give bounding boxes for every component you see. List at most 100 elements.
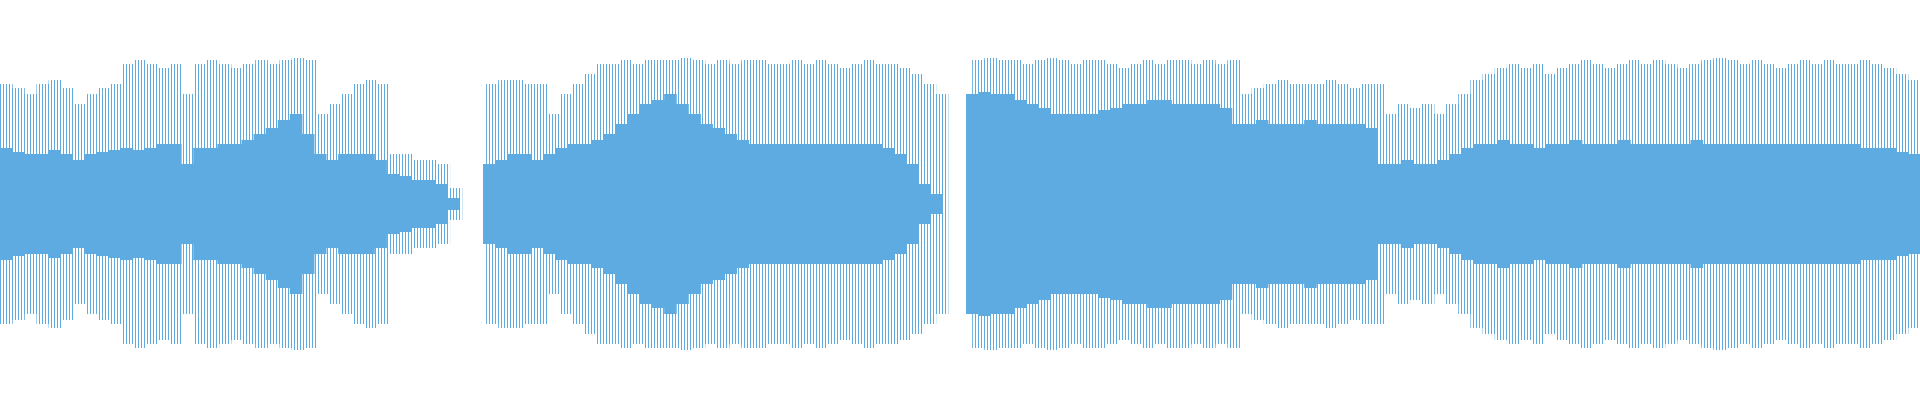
body-envelope (833, 144, 846, 264)
body-envelope (966, 94, 979, 314)
body-envelope (1449, 154, 1462, 254)
body-envelope (652, 100, 665, 308)
body-envelope (640, 104, 653, 304)
body-envelope (1147, 100, 1160, 308)
body-envelope (603, 134, 617, 274)
body-envelope (1412, 164, 1426, 244)
body-envelope (1569, 140, 1583, 268)
body-envelope (96, 152, 110, 256)
body-envelope (132, 150, 146, 258)
body-envelope (1811, 144, 1824, 264)
body-envelope (881, 148, 895, 260)
body-envelope (591, 140, 605, 268)
body-envelope (1135, 104, 1148, 304)
body-envelope (1304, 120, 1317, 288)
body-envelope (1123, 104, 1136, 304)
body-envelope (1642, 144, 1655, 264)
body-envelope (24, 154, 37, 254)
body-envelope (1509, 144, 1523, 264)
body-envelope (12, 152, 25, 256)
body-envelope (1159, 100, 1172, 308)
body-envelope (410, 180, 424, 228)
body-envelope (821, 144, 834, 264)
body-envelope (1497, 140, 1510, 268)
body-envelope (1666, 144, 1679, 264)
body-envelope (313, 154, 327, 254)
body-envelope (519, 154, 532, 254)
body-envelope (1098, 110, 1112, 298)
body-envelope (784, 144, 798, 264)
body-envelope (1702, 144, 1716, 264)
body-envelope (1618, 140, 1631, 268)
body-envelope (350, 154, 363, 254)
body-envelope (845, 144, 858, 264)
body-envelope (664, 94, 677, 314)
body-envelope (1086, 114, 1100, 294)
body-envelope (84, 154, 98, 254)
body-envelope (483, 164, 496, 244)
body-envelope (169, 144, 182, 264)
body-envelope (253, 134, 267, 274)
body-envelope (1424, 164, 1438, 244)
body-envelope (700, 124, 713, 284)
body-envelope (1473, 144, 1486, 264)
body-envelope (1750, 144, 1764, 264)
body-envelope (760, 144, 774, 264)
body-envelope (374, 160, 387, 248)
body-envelope (1436, 160, 1450, 248)
body-envelope (1183, 104, 1196, 304)
body-envelope (1847, 144, 1861, 264)
body-envelope (398, 176, 412, 232)
body-envelope (108, 150, 122, 258)
body-envelope (1002, 94, 1015, 314)
body-envelope (1267, 124, 1281, 284)
body-envelope (434, 184, 448, 224)
body-envelope (893, 154, 907, 254)
body-envelope (507, 154, 520, 254)
body-envelope (1062, 114, 1076, 294)
body-envelope (1654, 144, 1667, 264)
body-envelope (543, 154, 556, 254)
body-envelope (1364, 128, 1378, 280)
body-envelope (265, 128, 279, 280)
body-envelope (1292, 124, 1305, 284)
body-envelope (1690, 140, 1704, 268)
body-envelope (48, 150, 61, 258)
body-envelope (60, 154, 73, 254)
body-envelope (120, 148, 134, 260)
body-envelope (362, 154, 375, 254)
body-envelope (615, 124, 629, 284)
body-envelope (1521, 144, 1535, 264)
body-envelope (1883, 148, 1897, 260)
body-envelope (857, 144, 870, 264)
body-envelope (712, 128, 726, 280)
body-envelope (1630, 144, 1643, 264)
body-envelope (1545, 144, 1559, 264)
body-envelope (144, 148, 158, 260)
body-envelope (386, 174, 399, 234)
body-envelope (917, 184, 931, 224)
body-envelope (579, 144, 593, 264)
body-envelope (1255, 120, 1269, 288)
body-envelope (1014, 100, 1027, 308)
body-envelope (1110, 108, 1124, 300)
body-envelope (181, 164, 194, 244)
body-envelope (1400, 160, 1414, 248)
body-envelope (978, 92, 991, 316)
body-envelope (422, 180, 436, 228)
body-envelope (1243, 124, 1257, 284)
body-envelope (688, 114, 701, 294)
body-envelope (1859, 148, 1873, 260)
body-envelope (193, 148, 206, 260)
body-envelope (724, 134, 738, 274)
body-envelope (1231, 124, 1245, 284)
body-envelope (1775, 144, 1788, 264)
body-envelope (531, 160, 544, 248)
body-envelope (1678, 144, 1692, 264)
body-envelope (1485, 144, 1498, 264)
body-envelope (676, 104, 689, 304)
body-envelope (1787, 144, 1800, 264)
body-envelope (905, 164, 919, 244)
